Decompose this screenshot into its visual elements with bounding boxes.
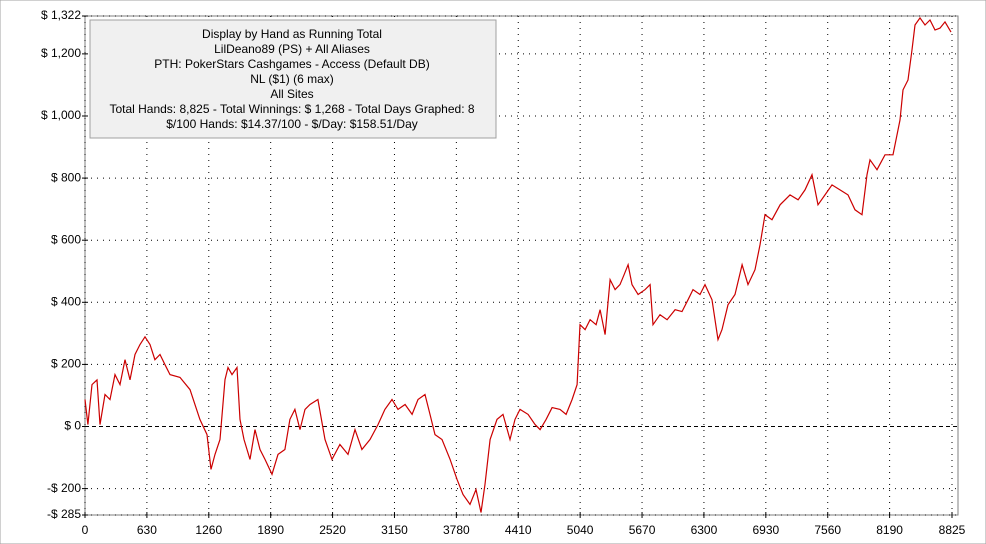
y-tick-label: $ 400 [51,294,81,308]
y-tick-label: -$ 285 [47,507,81,521]
y-tick-label: $ 1,200 [41,46,81,60]
x-tick-label: 5040 [567,523,594,537]
x-tick-label: 630 [137,523,157,537]
x-tick-label: 3150 [381,523,408,537]
legend-background [89,19,497,139]
x-tick-label: 1890 [257,523,284,537]
x-tick-label: 4410 [505,523,532,537]
annotation: $/100 Hands: $14.37/100 - $/Day: $158.51… [166,117,418,131]
x-tick-label: 5670 [629,523,656,537]
x-tick-label: 2520 [319,523,346,537]
x-tick-label: 6930 [752,523,779,537]
running-total-line [84,16,952,513]
y-tick-label: $ 200 [51,357,81,371]
annotation: PTH: PokerStars Cashgames - Access (Defa… [154,57,429,71]
y-tick-label: $ 800 [51,170,81,184]
y-tick-label: $ 1,322 [41,8,81,22]
annotation: NL ($1) (6 max) [250,72,334,86]
legend-box: Display by Hand as Running Total LilDean… [89,19,497,139]
x-tick-label: 1260 [195,523,222,537]
annotation: All Sites [270,87,313,101]
y-tick-label: $ 0 [64,419,81,433]
x-tick-label: 8190 [876,523,903,537]
x-tick-label: 6300 [691,523,718,537]
annotation: Total Hands: 8,825 - Total Winnings: $ 1… [109,102,474,116]
x-tick-label: 8825 [939,523,966,537]
y-tick-label: $ 600 [51,232,81,246]
chart-title: Display by Hand as Running Total [202,27,382,41]
x-tick-label: 3780 [443,523,470,537]
annotation: LilDeano89 (PS) + All Aliases [214,42,370,56]
x-tick-label: 7560 [814,523,841,537]
y-tick-label: -$ 200 [47,481,81,495]
x-tick-label: 0 [82,523,89,537]
y-tick-label: $ 1,000 [41,108,81,122]
